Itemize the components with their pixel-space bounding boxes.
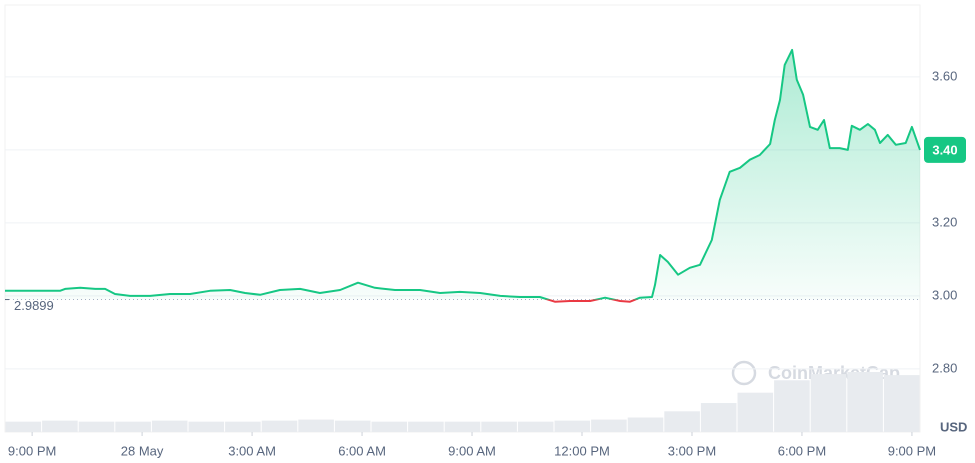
volume-bar	[371, 421, 408, 432]
x-tick-label: 3:00 PM	[668, 443, 716, 458]
volume-bar	[847, 372, 883, 432]
x-tick-label: 9:00 PM	[888, 443, 936, 458]
volume-bar	[78, 421, 115, 432]
x-tick-label: 6:00 AM	[338, 443, 386, 458]
price-badge	[924, 136, 966, 163]
volume-bar	[664, 411, 700, 432]
volume-bar	[261, 420, 298, 432]
volume-bar	[115, 421, 151, 432]
volume-bar	[737, 392, 774, 432]
volume-bar	[700, 403, 737, 432]
volume-bar	[554, 420, 591, 432]
volume-bar	[774, 380, 810, 432]
volume-bar	[444, 421, 481, 432]
y-tick-label: 3.60	[932, 68, 957, 83]
y-tick-label: 3.00	[932, 287, 957, 302]
volume-bar	[298, 419, 334, 432]
currency-label: USD	[940, 419, 967, 434]
watermark-logo	[731, 360, 757, 386]
volume-bar	[151, 420, 188, 432]
volume-bar	[42, 420, 78, 432]
x-tick-label: 3:00 AM	[228, 443, 276, 458]
volume-bar	[408, 421, 444, 432]
price-area	[5, 49, 920, 300]
x-tick-label: 6:00 PM	[778, 443, 826, 458]
volume-bar	[883, 375, 920, 432]
volume-bar	[5, 421, 42, 432]
baseline-label: 2.9899	[14, 298, 54, 313]
x-tick-label: 28 May	[121, 443, 164, 458]
price-line	[5, 48, 921, 303]
y-tick-label: 3.20	[932, 214, 957, 229]
volume-bar	[517, 421, 554, 432]
price-badge-label: 3.40	[932, 142, 957, 157]
volume-bar	[591, 419, 627, 432]
volume-bar	[188, 421, 225, 432]
x-tick-label: 9:00 PM	[8, 443, 56, 458]
volume-bar	[225, 421, 261, 432]
y-tick-label: 2.80	[932, 360, 957, 375]
x-tick-label: 9:00 AM	[448, 443, 496, 458]
volume-bar	[481, 421, 517, 432]
volume-bar	[627, 417, 664, 432]
volume-bar	[810, 374, 847, 432]
volume-bar	[334, 420, 371, 432]
x-tick-label: 12:00 PM	[554, 443, 610, 458]
